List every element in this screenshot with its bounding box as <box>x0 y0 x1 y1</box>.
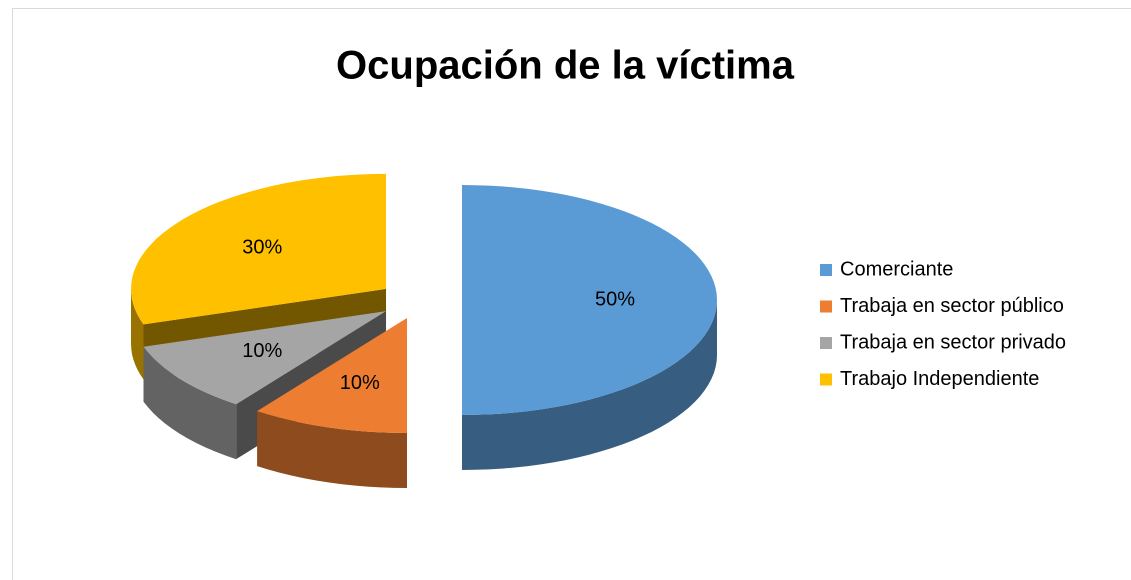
pie-slice <box>257 318 408 488</box>
slice-top <box>257 318 408 433</box>
data-label: 10% <box>242 340 282 362</box>
slice-outer-side <box>131 288 144 380</box>
data-label: 10% <box>340 372 380 394</box>
legend-label: Trabaja en sector privado <box>840 331 1066 353</box>
slice-top <box>143 311 387 405</box>
legend-swatch <box>820 337 832 349</box>
legend-label: Comerciante <box>840 258 953 280</box>
legend-label: Trabajo Independiente <box>840 368 1039 390</box>
pie-slice <box>462 185 717 470</box>
slice-top <box>131 173 387 325</box>
legend-swatch <box>820 264 832 276</box>
slice-top <box>462 185 717 415</box>
slice-outer-side <box>143 346 237 460</box>
legend-swatch <box>820 373 832 386</box>
data-label: 30% <box>242 237 282 259</box>
legend-label: Trabaja en sector público <box>840 295 1064 317</box>
legend-swatch <box>820 300 832 313</box>
chart-title: Ocupación de la víctima <box>336 44 795 88</box>
slice-outer-side <box>257 411 407 488</box>
slice-outer-side <box>462 300 717 470</box>
data-label: 50% <box>595 288 635 310</box>
